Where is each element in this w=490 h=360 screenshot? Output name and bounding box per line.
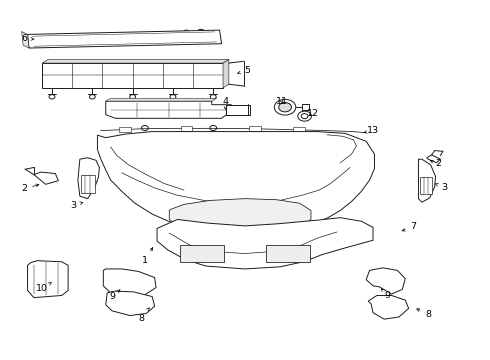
- Text: 9: 9: [381, 289, 391, 300]
- Polygon shape: [427, 155, 441, 163]
- Polygon shape: [27, 30, 221, 48]
- Circle shape: [249, 185, 258, 191]
- Bar: [302, 104, 310, 110]
- Bar: [420, 177, 432, 194]
- Polygon shape: [78, 158, 99, 199]
- Text: 10: 10: [36, 283, 51, 293]
- Text: 8: 8: [138, 308, 149, 323]
- Bar: [293, 127, 305, 132]
- Circle shape: [61, 37, 68, 42]
- Circle shape: [142, 126, 148, 131]
- Text: 3: 3: [70, 201, 83, 210]
- Polygon shape: [42, 63, 223, 88]
- Polygon shape: [106, 98, 217, 101]
- Text: 8: 8: [417, 309, 431, 319]
- Polygon shape: [27, 261, 68, 298]
- Circle shape: [46, 38, 53, 42]
- Polygon shape: [22, 32, 29, 48]
- Bar: [81, 175, 95, 193]
- Circle shape: [130, 95, 136, 99]
- Bar: [249, 126, 261, 131]
- Circle shape: [170, 95, 176, 99]
- Polygon shape: [157, 218, 373, 269]
- Bar: [279, 104, 291, 110]
- Text: 9: 9: [109, 290, 120, 301]
- Text: 5: 5: [238, 66, 250, 75]
- Circle shape: [298, 111, 312, 121]
- Text: 1: 1: [142, 248, 153, 265]
- Text: 3: 3: [435, 183, 447, 192]
- Text: 13: 13: [364, 126, 379, 135]
- Polygon shape: [103, 269, 156, 297]
- Polygon shape: [42, 59, 229, 63]
- Circle shape: [183, 30, 190, 35]
- Polygon shape: [106, 101, 231, 118]
- Polygon shape: [418, 159, 436, 202]
- Circle shape: [205, 183, 214, 190]
- Text: 12: 12: [306, 109, 318, 118]
- Polygon shape: [366, 268, 405, 294]
- Circle shape: [49, 95, 55, 99]
- Bar: [180, 126, 192, 131]
- Bar: [266, 245, 310, 262]
- Bar: [120, 127, 131, 132]
- Text: 11: 11: [276, 96, 288, 105]
- Bar: [180, 245, 224, 262]
- Circle shape: [197, 29, 204, 34]
- Circle shape: [210, 126, 217, 131]
- Circle shape: [89, 95, 95, 99]
- Polygon shape: [34, 172, 58, 184]
- Polygon shape: [223, 59, 229, 88]
- Circle shape: [274, 99, 296, 115]
- Polygon shape: [98, 132, 374, 233]
- Circle shape: [279, 103, 292, 112]
- Polygon shape: [169, 199, 311, 234]
- Text: 2: 2: [430, 159, 441, 168]
- Text: 2: 2: [21, 184, 39, 193]
- Text: 4: 4: [222, 96, 228, 109]
- Polygon shape: [368, 296, 409, 319]
- Text: 7: 7: [402, 222, 416, 231]
- Bar: [226, 105, 250, 115]
- Circle shape: [301, 114, 308, 119]
- Polygon shape: [106, 291, 155, 316]
- Circle shape: [210, 95, 216, 99]
- Text: 6: 6: [21, 34, 34, 43]
